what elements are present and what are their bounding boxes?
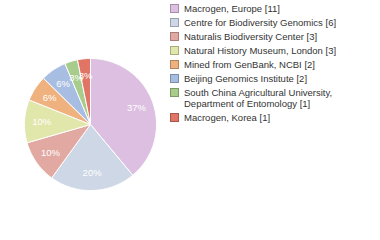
svg-text:3%: 3% bbox=[69, 71, 83, 83]
html-text:Naturalis Biodiversity Center: Naturalis Biodiversity Center [3] bbox=[184, 31, 318, 42]
html-text:Mined from GenBank, NCBI [2]: Mined from GenBank, NCBI [2] bbox=[184, 59, 315, 70]
svg-text:37%: 37% bbox=[127, 102, 147, 113]
svg-text:10%: 10% bbox=[32, 116, 52, 127]
html-text:Centre for Biodiversity Genomi: Centre for Biodiversity Genomics [6] bbox=[184, 17, 337, 28]
html-text:Macrogen, Europe [11]: Macrogen, Europe [11] bbox=[184, 3, 280, 14]
html-text:Natural History Museum, London: Natural History Museum, London [3] bbox=[184, 45, 337, 56]
html-text:Macrogen, Korea [1]: Macrogen, Korea [1] bbox=[184, 112, 271, 123]
svg-text:6%: 6% bbox=[43, 92, 57, 103]
svg-text:6%: 6% bbox=[56, 78, 70, 90]
svg-text:3%: 3% bbox=[79, 70, 93, 81]
html-text:South China Agricultural Unive: South China Agricultural University, Dep… bbox=[184, 87, 333, 109]
svg-text:10%: 10% bbox=[41, 147, 61, 158]
html-text:Beijing Genomics Institute [2]: Beijing Genomics Institute [2] bbox=[184, 73, 307, 84]
svg-text:20%: 20% bbox=[83, 167, 103, 178]
